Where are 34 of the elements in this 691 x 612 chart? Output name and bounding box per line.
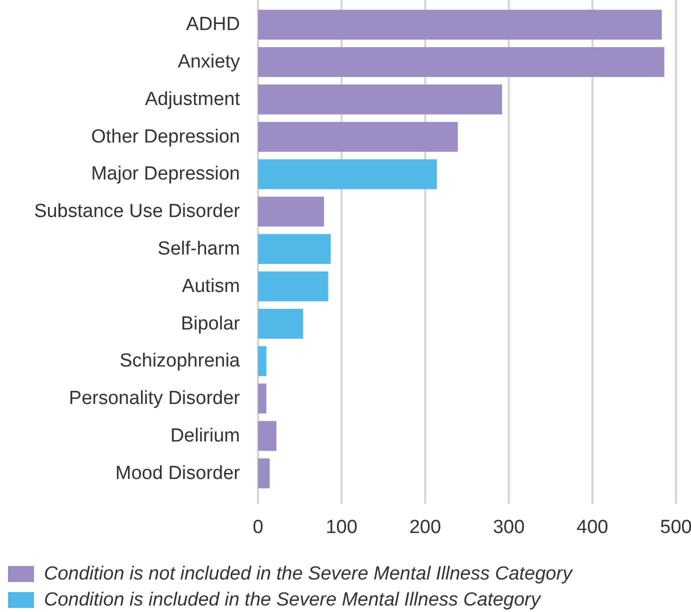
- x-tick-label: 0: [252, 517, 264, 538]
- y-tick-label: Substance Use Disorder: [34, 201, 241, 222]
- y-tick-label: Self-harm: [158, 238, 240, 260]
- bar: [258, 384, 266, 414]
- bar: [258, 458, 270, 488]
- legend-label: Condition is not included in the Severe Mental Illness Category: [44, 564, 574, 584]
- y-tick-label: Bipolar: [180, 313, 241, 334]
- y-tick-label: Anxiety: [178, 52, 240, 73]
- x-tick-label: 300: [492, 517, 525, 538]
- bar: [258, 271, 328, 302]
- y-tick-label: ADHD: [186, 14, 240, 36]
- bar: [258, 84, 502, 114]
- bar: [258, 159, 437, 190]
- y-tick-label: Schizophrenia: [120, 350, 240, 372]
- y-tick-label: Autism: [182, 276, 240, 297]
- x-tick-label: 100: [326, 517, 358, 538]
- bar: [258, 10, 662, 40]
- legend-label: Condition is included in the Severe Mental Illness Category: [44, 590, 542, 610]
- bar: [258, 47, 664, 78]
- y-tick-label: Major Depression: [91, 164, 240, 185]
- bar: [258, 122, 458, 152]
- y-tick-label: Personality Disorder: [68, 388, 241, 410]
- y-tick-label: Adjustment: [144, 88, 241, 110]
- x-tick-label: 400: [576, 517, 608, 538]
- bar: [258, 346, 266, 376]
- y-tick-label: Other Depression: [91, 126, 240, 148]
- bar: [258, 308, 304, 339]
- bar: [258, 234, 331, 264]
- y-tick-label: Delirium: [170, 425, 240, 446]
- y-tick-label: Mood Disorder: [115, 462, 241, 484]
- x-tick-label: 200: [409, 517, 442, 538]
- bar: [258, 196, 324, 227]
- bar: [258, 420, 276, 451]
- x-tick-label: 500: [660, 517, 691, 538]
